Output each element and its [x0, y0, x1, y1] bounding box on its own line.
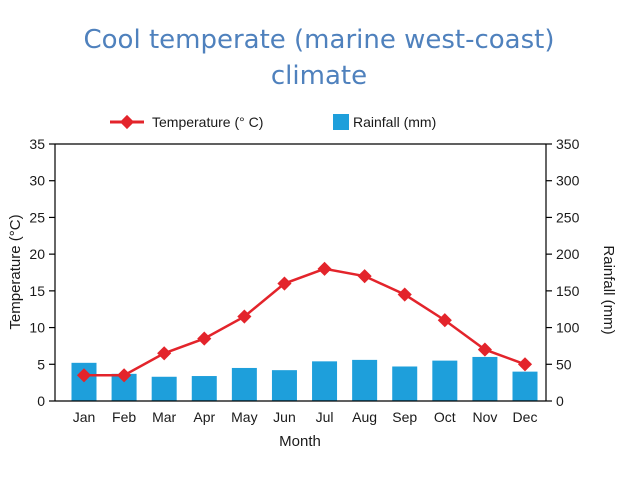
rainfall-bar-mar — [151, 376, 177, 401]
temperature-point-dec — [517, 357, 533, 372]
left-axis-tick-label: 25 — [29, 209, 45, 225]
temperature-point-aug — [357, 269, 372, 284]
rainfall-bar-nov — [472, 356, 498, 401]
temperature-point-apr — [197, 331, 212, 346]
x-axis-tick-label-jun: Jun — [273, 409, 296, 425]
x-axis-tick-label-dec: Dec — [513, 409, 538, 425]
rainfall-bar-apr — [191, 376, 217, 401]
slide-title-line-1: Cool temperate (marine west-coast) — [83, 25, 555, 55]
x-axis-tick-label-may: May — [231, 409, 257, 425]
rainfall-bar-oct — [432, 360, 458, 401]
right-axis-tick-label: 250 — [556, 209, 580, 225]
x-axis-tick-label-apr: Apr — [193, 409, 215, 425]
left-axis-tick-label: 20 — [29, 246, 45, 262]
legend-rainfall-swatch — [333, 114, 349, 130]
chart-axes — [54, 143, 547, 402]
left-axis-title: Temperature (°C) — [7, 214, 24, 329]
temperature-line-layer — [76, 261, 533, 383]
x-axis-tick-label-feb: Feb — [112, 409, 136, 425]
rainfall-bar-may — [231, 367, 257, 401]
left-axis-tick-label: 10 — [29, 320, 45, 336]
right-axis-tick-label: 50 — [556, 356, 572, 372]
rainfall-bar-sep — [392, 366, 418, 401]
x-axis-title: Month — [279, 433, 321, 450]
x-axis-tick-label-jul: Jul — [316, 409, 334, 425]
x-axis-tick-label-sep: Sep — [392, 409, 417, 425]
rainfall-bar-aug — [352, 359, 378, 401]
chart-legend: Temperature (° C) Rainfall (mm) — [110, 114, 436, 130]
temperature-point-nov — [477, 342, 492, 357]
temperature-point-jun — [277, 276, 292, 291]
right-axis-tick-label: 0 — [556, 393, 564, 409]
legend-rainfall-label: Rainfall (mm) — [353, 114, 436, 130]
temperature-point-oct — [437, 313, 452, 328]
left-axis-tick-label: 15 — [29, 283, 45, 299]
left-axis-tick-label: 35 — [29, 136, 45, 152]
left-axis-tick-label: 30 — [29, 173, 45, 189]
temperature-point-mar — [157, 346, 172, 361]
right-axis-tick-label: 300 — [556, 173, 580, 189]
temperature-point-may — [237, 309, 252, 324]
right-axis-tick-label: 350 — [556, 136, 580, 152]
x-axis-tick-label-jan: Jan — [73, 409, 96, 425]
rainfall-bar-jun — [271, 370, 297, 401]
temperature-point-feb — [117, 368, 132, 383]
legend-temperature-label: Temperature (° C) — [152, 114, 263, 130]
x-axis-tick-label-aug: Aug — [352, 409, 377, 425]
slide-title: Cool temperate (marine west-coast) clima… — [0, 22, 638, 94]
rainfall-bar-jul — [312, 361, 338, 401]
axis-ticks: 0 0 5 50 10 100 15 150 20 200 25 250 30 300 35 350 Jan Fe… — [29, 136, 579, 425]
left-axis-tick-label: 0 — [37, 393, 45, 409]
rainfall-bars — [71, 356, 538, 401]
rainfall-bar-dec — [512, 371, 538, 401]
temperature-point-jan — [76, 368, 92, 383]
x-axis-tick-label-nov: Nov — [472, 409, 497, 425]
right-axis-title: Rainfall (mm) — [600, 245, 617, 334]
right-axis-tick-label: 200 — [556, 246, 580, 262]
slide-title-line-2: climate — [270, 61, 368, 91]
temperature-point-jul — [317, 261, 332, 276]
right-axis-tick-label: 150 — [556, 283, 580, 299]
temperature-line — [84, 267, 526, 377]
x-axis-tick-label-oct: Oct — [434, 409, 456, 425]
temperature-point-sep — [397, 287, 412, 302]
x-axis-tick-label-mar: Mar — [152, 409, 176, 425]
legend-temperature-marker — [119, 114, 135, 130]
left-axis-tick-label: 5 — [37, 356, 45, 372]
right-axis-tick-label: 100 — [556, 320, 580, 336]
